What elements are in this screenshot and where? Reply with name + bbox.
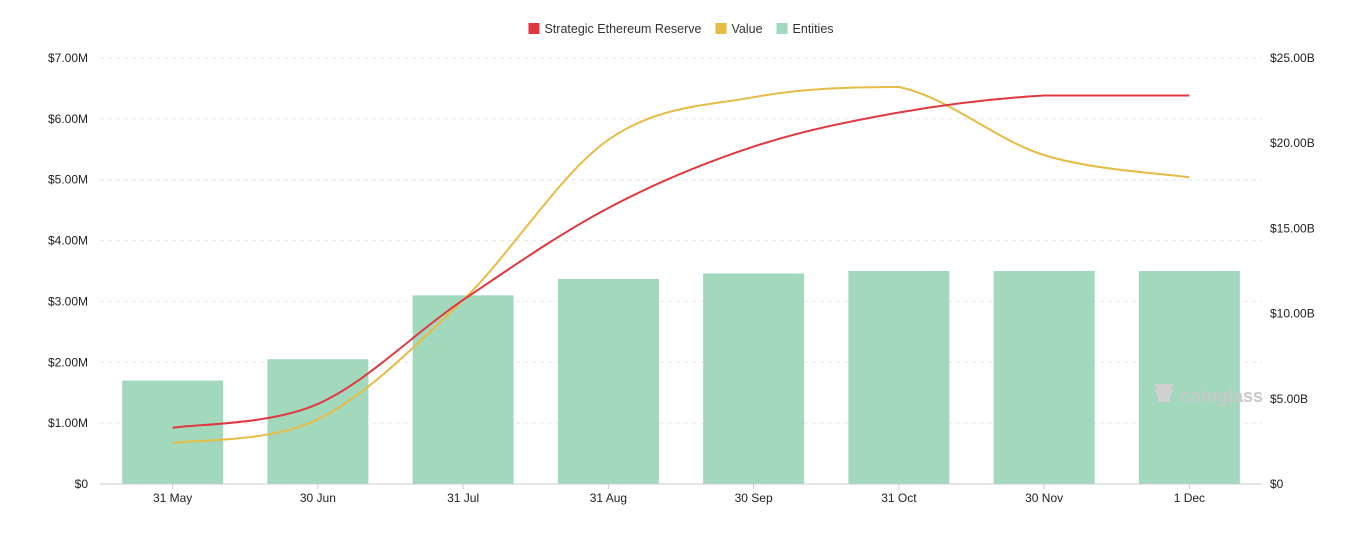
- watermark: coinglass: [1154, 384, 1263, 406]
- right-axis-tick-label: $20.00B: [1270, 136, 1315, 150]
- bar-entities[interactable]: [122, 380, 224, 484]
- left-axis-tick-label: $2.00M: [48, 355, 88, 369]
- right-axis-tick-label: $5.00B: [1270, 392, 1308, 406]
- legend-swatch: [715, 23, 727, 34]
- left-axis-tick-label: $6.00M: [48, 112, 88, 126]
- right-axis-tick-label: $25.00B: [1270, 51, 1315, 65]
- legend-label: Strategic Ethereum Reserve: [544, 22, 701, 36]
- legend-label: Entities: [793, 22, 834, 36]
- left-axis-tick-label: $3.00M: [48, 294, 88, 308]
- x-axis-tick-label: 31 Oct: [881, 491, 917, 505]
- bar-entities[interactable]: [848, 271, 950, 484]
- bar-entities[interactable]: [412, 295, 514, 484]
- line-strategic-ethereum-reserve[interactable]: [172, 94, 1190, 429]
- legend[interactable]: Strategic Ethereum Reserve Value Entities: [528, 22, 834, 36]
- right-axis-tick-label: $0: [1270, 477, 1284, 491]
- right-axis-tick-label: $15.00B: [1270, 221, 1315, 235]
- bar-entities[interactable]: [557, 278, 659, 484]
- bar-entities[interactable]: [267, 359, 369, 484]
- left-axis-tick-label: $1.00M: [48, 416, 88, 430]
- bars: [122, 271, 1240, 484]
- legend-item[interactable]: Value: [715, 22, 763, 36]
- legend-item[interactable]: Strategic Ethereum Reserve: [528, 22, 702, 36]
- bar-entities[interactable]: [1138, 271, 1240, 484]
- left-axis-tick-label: $5.00M: [48, 173, 88, 187]
- right-axis-tick-label: $10.00B: [1270, 307, 1315, 321]
- bar-entities[interactable]: [993, 271, 1095, 484]
- line-value[interactable]: [172, 85, 1190, 445]
- x-axis-tick-label: 30 Jun: [300, 491, 336, 505]
- x-axis-tick-label: 31 Jul: [447, 491, 479, 505]
- legend-swatch: [776, 23, 788, 34]
- left-axis-tick-label: $7.00M: [48, 51, 88, 65]
- x-axis-tick-label: 30 Nov: [1025, 491, 1063, 505]
- x-axis-tick-label: 1 Dec: [1174, 491, 1205, 505]
- coinglass-logo-icon: [1154, 384, 1174, 402]
- x-axis-tick-label: 31 May: [153, 491, 192, 505]
- bar-entities[interactable]: [703, 273, 805, 484]
- x-axis-tick-label: 31 Aug: [590, 491, 627, 505]
- lines: [172, 85, 1190, 445]
- coinglass-watermark: coinglass: [1154, 384, 1263, 406]
- legend-swatch: [528, 23, 540, 34]
- axes: $0 $1.00M $2.00M $3.00M $4.00M $5.00M $6.00M $7…: [48, 51, 1315, 505]
- x-axis-tick-label: 30 Sep: [735, 491, 773, 505]
- left-axis-tick-label: $0: [75, 477, 89, 491]
- legend-item[interactable]: Entities: [776, 22, 834, 36]
- watermark-text: coinglass: [1180, 386, 1263, 406]
- legend-label: Value: [731, 22, 762, 36]
- left-axis-tick-label: $4.00M: [48, 234, 88, 248]
